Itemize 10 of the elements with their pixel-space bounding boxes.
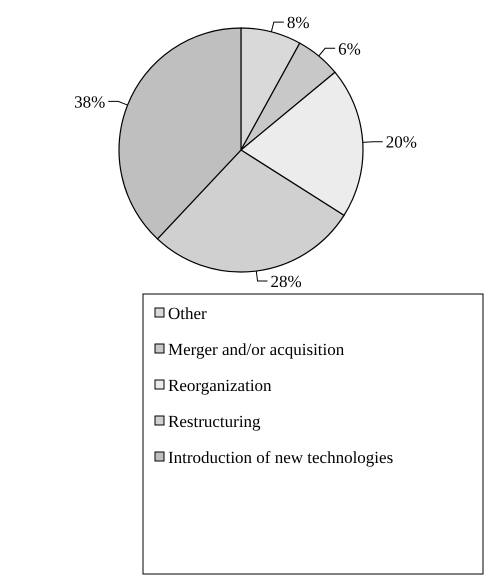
data-label: 6%: [338, 39, 361, 58]
data-label: 38%: [74, 92, 106, 112]
data-label: 20%: [386, 132, 417, 152]
legend-label: Other: [168, 304, 208, 323]
legend-label: Merger and/or acquisition: [168, 340, 345, 359]
data-label: 8%: [286, 13, 310, 32]
legend-label: Introduction of new technologies: [168, 448, 394, 467]
legend-label: Restructuring: [168, 412, 262, 431]
data-label: 28%: [270, 272, 302, 291]
legend-label: Reorganization: [168, 376, 272, 395]
